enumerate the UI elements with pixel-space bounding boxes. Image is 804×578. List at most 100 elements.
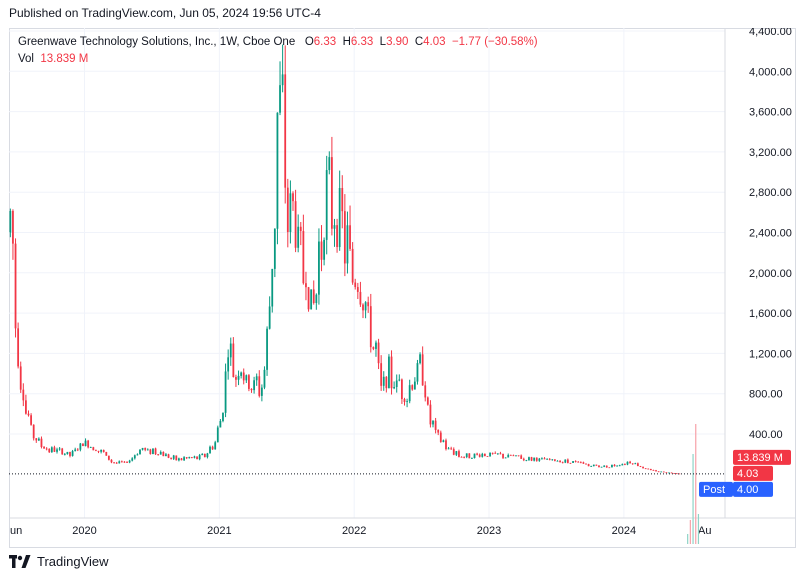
candle-body	[592, 464, 595, 467]
candle-body	[273, 228, 276, 269]
candle-body	[222, 412, 224, 421]
y-tick-label: 1,600.00	[749, 308, 792, 320]
tradingview-logo-icon[interactable]	[9, 554, 31, 568]
candle-body	[74, 449, 77, 452]
candle-body	[343, 211, 346, 264]
candle-body	[211, 446, 214, 450]
candle-body	[598, 465, 600, 468]
price-chart[interactable]: 400.00 800.00 1,200.00 1,600.00 2,000.00 2,40…	[9, 28, 796, 548]
candle-body	[30, 415, 32, 425]
candle-body	[48, 449, 51, 453]
candle-body	[439, 432, 442, 442]
candle-body	[56, 449, 58, 452]
candle-body	[411, 385, 414, 390]
candle-body	[528, 457, 530, 461]
candle-body	[507, 454, 510, 458]
candle-body	[437, 429, 440, 433]
candles	[9, 44, 681, 475]
candle-body	[45, 448, 48, 450]
candle-body	[595, 464, 598, 466]
candle-body	[17, 328, 20, 367]
volume-bars	[687, 424, 700, 544]
candle-body	[310, 289, 313, 310]
candle-body	[97, 450, 100, 452]
candle-body	[292, 193, 294, 202]
candle-body	[19, 366, 22, 390]
candle-body	[636, 463, 639, 467]
candle-body	[69, 451, 71, 456]
candle-body	[561, 462, 564, 464]
candle-body	[673, 473, 676, 474]
candle-body	[465, 453, 468, 458]
candle-body	[315, 294, 318, 303]
candle-body	[468, 453, 471, 459]
candle-body	[349, 225, 351, 249]
candle-body	[289, 193, 292, 233]
candle-body	[356, 287, 359, 292]
candle-body	[460, 456, 463, 458]
candle-body	[92, 447, 95, 451]
candle-body	[515, 455, 517, 457]
candle-body	[271, 268, 274, 307]
candle-body	[162, 452, 165, 457]
candle-body	[509, 454, 512, 456]
candle-body	[665, 472, 668, 474]
candle-body	[196, 456, 198, 460]
candle-body	[120, 461, 123, 463]
candle-body	[53, 447, 56, 452]
candle-body	[445, 440, 447, 450]
candle-body	[413, 381, 416, 390]
candle-body	[525, 460, 528, 461]
volume-legend: Vol 13.839 M	[18, 53, 88, 65]
candle-body	[286, 187, 289, 233]
candle-body	[198, 455, 201, 460]
candle-body	[551, 459, 554, 461]
candle-body	[299, 226, 302, 232]
candle-body	[483, 453, 486, 457]
tradingview-brand[interactable]: TradingView	[37, 553, 109, 569]
candle-body	[100, 449, 103, 452]
candle-body	[35, 438, 38, 441]
candle-body	[476, 453, 479, 455]
candle-body	[193, 456, 196, 458]
candle-body	[416, 363, 419, 382]
candle-body	[660, 471, 663, 473]
candle-body	[328, 157, 331, 171]
price-badge-text: 4.03	[737, 468, 758, 480]
candle-body	[284, 74, 287, 188]
candle-body	[385, 376, 388, 389]
candle-body	[232, 343, 235, 378]
candle-body	[458, 451, 460, 457]
candle-body	[559, 460, 561, 463]
candle-body	[323, 239, 326, 260]
candle-body	[240, 372, 243, 376]
candle-body	[538, 458, 541, 461]
volume-value: 13.839 M	[40, 53, 89, 65]
low-label: L	[379, 36, 387, 48]
candle-body	[113, 462, 115, 464]
y-tick-label: 3,600.00	[749, 107, 792, 119]
candle-body	[14, 243, 17, 329]
candle-body	[556, 460, 559, 462]
candle-body	[517, 455, 520, 457]
candle-body	[522, 458, 525, 461]
candle-body	[115, 462, 118, 464]
candle-body	[320, 241, 323, 260]
footer: TradingView	[9, 551, 109, 571]
candle-body	[631, 463, 634, 465]
candle-body	[582, 462, 585, 464]
candle-body	[341, 187, 344, 212]
candle-body	[403, 399, 406, 402]
candle-body	[533, 457, 536, 461]
candle-body	[255, 376, 258, 381]
candle-body	[157, 454, 160, 455]
candle-body	[494, 452, 497, 454]
x-axis: un 2020 2021 2022 2023 2024 Au	[10, 525, 712, 537]
candle-body	[502, 453, 504, 458]
y-axis: 400.00 800.00 1,200.00 1,600.00 2,000.00 2,40…	[749, 28, 792, 441]
candle-body	[624, 464, 626, 465]
candle-body	[333, 225, 336, 229]
candle-body	[188, 457, 191, 459]
open-label: O	[304, 36, 314, 48]
candle-body	[185, 457, 188, 459]
